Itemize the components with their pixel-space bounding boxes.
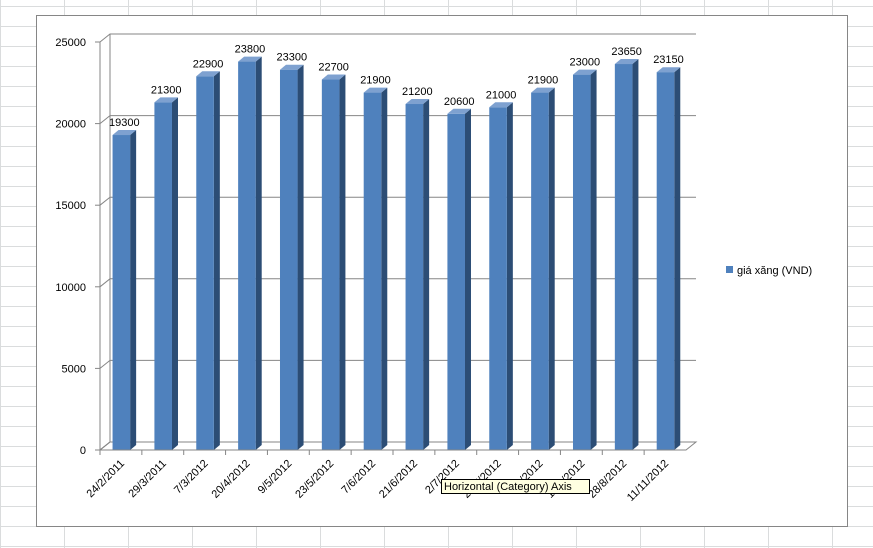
bar-group — [572, 69, 597, 450]
data-label: 21900 — [360, 75, 391, 87]
bar-top — [321, 74, 346, 80]
bar-group — [447, 108, 471, 451]
bar — [489, 107, 507, 450]
bar — [154, 102, 172, 450]
bar-group — [154, 97, 178, 450]
bar — [196, 76, 214, 450]
bar-top — [405, 99, 430, 105]
data-label: 23150 — [653, 54, 684, 66]
bar — [614, 64, 633, 451]
bar-side — [381, 87, 388, 450]
bar-side — [255, 56, 262, 451]
data-label: 23000 — [569, 57, 600, 69]
bar-top — [489, 102, 513, 108]
bar-group — [112, 130, 137, 451]
data-label: 21000 — [486, 89, 517, 101]
legend-label: giá xăng (VND) — [737, 265, 812, 277]
bar-side — [506, 102, 513, 450]
grid-line — [99, 33, 696, 43]
bar-side — [130, 130, 137, 451]
data-label: 21900 — [528, 75, 559, 87]
bar — [405, 104, 424, 451]
bar-group — [363, 87, 388, 450]
bar-group — [238, 56, 262, 451]
bar-group — [321, 74, 346, 450]
bar — [112, 135, 131, 451]
bar-side — [213, 71, 220, 450]
bar-group — [531, 87, 555, 450]
bar — [531, 92, 549, 450]
bar — [572, 74, 591, 450]
bar-top — [572, 69, 597, 75]
tooltip: Horizontal (Category) Axis — [444, 481, 572, 493]
legend-swatch — [726, 266, 733, 273]
bar-side — [632, 59, 639, 450]
y-tick-label: 20000 — [55, 119, 86, 131]
data-label: 21300 — [151, 84, 182, 96]
bar — [363, 92, 382, 450]
bar-side — [423, 99, 430, 451]
data-label: 20600 — [444, 96, 475, 108]
bar-top — [656, 67, 681, 73]
bar-side — [674, 67, 681, 450]
data-label: 22700 — [318, 62, 349, 74]
bar-top — [112, 130, 137, 136]
bar-group — [656, 67, 681, 450]
bar — [447, 113, 465, 451]
bar-top — [363, 87, 388, 93]
data-label: 21200 — [402, 86, 433, 98]
bar-top — [531, 87, 555, 93]
bar-side — [548, 87, 555, 450]
bar-side — [464, 108, 471, 451]
data-label: 19300 — [109, 117, 140, 129]
bar — [321, 79, 340, 450]
data-label: 23800 — [235, 44, 266, 56]
bar-top — [614, 59, 639, 65]
bar — [656, 72, 675, 450]
bar-group — [405, 99, 430, 451]
bar — [238, 61, 256, 451]
bar-group — [614, 59, 639, 451]
y-tick-label: 0 — [80, 445, 86, 457]
y-tick-label: 5000 — [62, 363, 86, 375]
data-label: 23300 — [276, 52, 307, 64]
bar-top — [196, 71, 220, 77]
data-label: 23650 — [611, 46, 642, 58]
y-tick-label: 25000 — [55, 37, 86, 49]
bar-top — [238, 56, 262, 62]
bar-side — [297, 64, 304, 450]
bar-side — [339, 74, 346, 450]
tooltip-box — [441, 479, 590, 494]
bar-top — [154, 97, 178, 103]
data-label: 22900 — [193, 58, 224, 70]
bar-side — [590, 69, 597, 450]
bar-group — [196, 71, 220, 450]
bar-top — [447, 108, 471, 114]
bar-group — [489, 102, 513, 450]
y-tick-label: 10000 — [55, 282, 86, 294]
y-tick-label: 15000 — [55, 200, 86, 212]
bar-side — [171, 97, 178, 450]
bar-group — [279, 64, 304, 450]
bar — [279, 69, 298, 450]
bar-top — [279, 64, 304, 70]
